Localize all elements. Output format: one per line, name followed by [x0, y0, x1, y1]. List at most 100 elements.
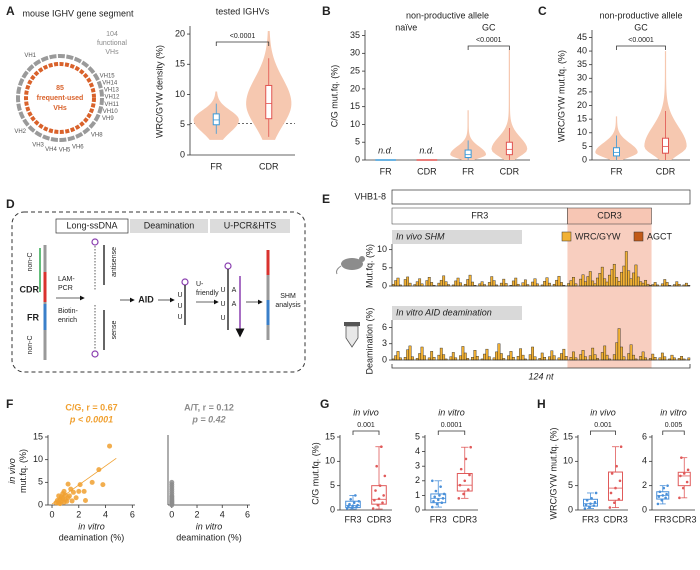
box	[608, 471, 623, 501]
point	[661, 494, 665, 497]
base: A	[232, 287, 237, 294]
bar	[449, 356, 453, 361]
bar	[466, 279, 470, 287]
y-tick-label: 20	[350, 83, 360, 93]
y-tick-label: 5	[382, 262, 387, 272]
bar	[603, 345, 607, 361]
bar	[629, 344, 633, 361]
bar	[572, 277, 575, 287]
bar	[420, 346, 424, 361]
segment-label: VH1	[24, 53, 36, 59]
y-axis-label: WRC/GYW density (%)	[154, 45, 164, 138]
segment-label: VH11	[104, 102, 119, 108]
x-tick-label: 6	[245, 509, 250, 519]
bead	[91, 238, 99, 246]
x-tick-label: 6	[130, 509, 135, 519]
segment-label: VH15	[100, 74, 116, 80]
point	[585, 498, 589, 502]
bar	[564, 356, 568, 361]
y-tick-label: 25	[577, 86, 587, 96]
bar	[483, 353, 486, 361]
sig-bracket	[662, 430, 685, 435]
y-tick-label: 0	[382, 354, 387, 364]
point	[169, 479, 175, 485]
y-tick-label: 15	[33, 431, 43, 441]
y-tick-label: 3	[382, 338, 387, 348]
functional-ring	[16, 54, 104, 142]
bar	[620, 346, 623, 361]
sig-label: <0.0001	[230, 33, 256, 40]
point	[608, 506, 612, 509]
y-axis-label: WRC/GYW mut.fq. (%)	[548, 427, 558, 519]
bead	[91, 350, 99, 358]
bar	[511, 357, 515, 361]
bar	[548, 282, 551, 287]
bar	[569, 280, 573, 287]
bar	[442, 354, 446, 361]
bar	[653, 282, 657, 287]
bar	[418, 278, 422, 287]
point	[614, 486, 617, 490]
bar	[622, 356, 626, 361]
bar	[608, 274, 611, 287]
segment-label: VH9	[102, 116, 114, 122]
bar	[439, 279, 443, 287]
x-tick-label: FR3	[430, 514, 447, 524]
bar	[620, 271, 623, 287]
legend-label: AGCT	[647, 231, 673, 241]
legend-label: WRC/GYW	[575, 231, 621, 241]
sig-label: 0.001	[357, 422, 375, 429]
point	[462, 492, 465, 496]
step-label: Biotin-	[58, 308, 79, 315]
y-tick-label: 10	[33, 454, 43, 464]
strand-label: CDR	[20, 284, 40, 294]
bar	[627, 353, 631, 361]
bar	[665, 282, 669, 287]
y-tick-label: 25	[350, 65, 360, 75]
y-tick-label: 10	[350, 119, 360, 129]
x-tick-label: CDR	[259, 161, 279, 171]
point	[469, 445, 472, 449]
sig-label: 0.001	[594, 422, 612, 429]
bar	[490, 276, 494, 287]
y-tick-label: 5	[180, 119, 185, 129]
bar	[605, 281, 609, 287]
region-label: CDR3	[597, 210, 622, 220]
bar	[499, 282, 503, 287]
y-tick-label: 15	[175, 59, 185, 69]
bar	[555, 279, 559, 287]
bar	[418, 353, 422, 361]
point	[613, 501, 616, 505]
x-tick-label: FR	[462, 166, 474, 176]
chart-title: in vitro	[660, 407, 687, 417]
point	[463, 479, 467, 483]
bar	[591, 280, 595, 287]
y-tick-label: 5	[582, 141, 587, 151]
bar	[442, 275, 446, 287]
point	[100, 482, 106, 488]
bar	[451, 352, 455, 361]
panel-label: B	[322, 4, 331, 18]
bar	[437, 354, 441, 361]
sig-bracket	[616, 45, 666, 50]
bar	[485, 348, 489, 361]
bar	[634, 264, 638, 287]
tab-label: Long-ssDNA	[66, 220, 117, 230]
point	[618, 479, 622, 483]
bar	[622, 265, 626, 287]
y-tick-label: 15	[563, 431, 573, 441]
bar	[550, 350, 554, 361]
bar	[632, 272, 635, 287]
bar	[610, 269, 614, 287]
point	[376, 503, 380, 507]
y-tick-label: 6	[642, 431, 647, 441]
point	[678, 496, 681, 500]
box	[212, 113, 220, 126]
point	[681, 486, 685, 490]
bar	[588, 271, 592, 287]
bar	[562, 348, 566, 361]
length-label: 124 nt	[528, 371, 554, 381]
point	[440, 501, 444, 505]
point	[89, 479, 95, 485]
base: U	[220, 301, 225, 308]
